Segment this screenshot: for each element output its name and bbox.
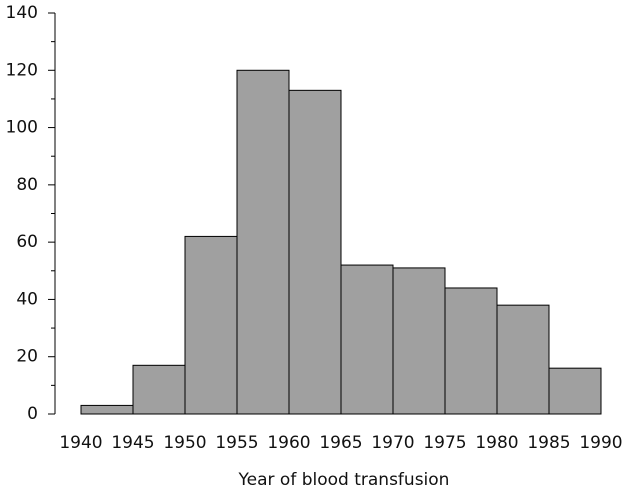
y-tick-label: 20	[16, 347, 38, 367]
x-tick-label: 1965	[319, 433, 362, 453]
y-tick-label: 60	[16, 232, 38, 252]
x-tick-label: 1940	[59, 433, 102, 453]
bar	[496, 304, 550, 415]
bar	[340, 264, 394, 415]
x-tick-label: 1985	[527, 433, 570, 453]
bar	[236, 69, 290, 415]
y-tick-label: 140	[6, 3, 38, 23]
x-tick-label: 1975	[423, 433, 466, 453]
bar	[444, 287, 498, 415]
y-tick-label: 100	[6, 118, 38, 138]
x-tick-label: 1945	[111, 433, 154, 453]
bar	[80, 404, 134, 415]
bar	[548, 367, 602, 415]
x-axis-label: Year of blood transfusion	[238, 470, 450, 490]
y-tick-label: 40	[16, 289, 38, 309]
x-tick-label: 1990	[579, 433, 622, 453]
bar	[392, 267, 446, 415]
x-tick-label: 1955	[215, 433, 258, 453]
x-tick-label: 1970	[371, 433, 414, 453]
x-tick-label: 1980	[475, 433, 518, 453]
x-tick-label: 1950	[163, 433, 206, 453]
bar	[132, 364, 186, 415]
bar	[184, 235, 238, 415]
x-tick-label: 1960	[267, 433, 310, 453]
y-tick-label: 80	[16, 175, 38, 195]
y-tick-label: 0	[27, 404, 38, 424]
bar	[288, 89, 342, 415]
y-tick-label: 120	[6, 60, 38, 80]
